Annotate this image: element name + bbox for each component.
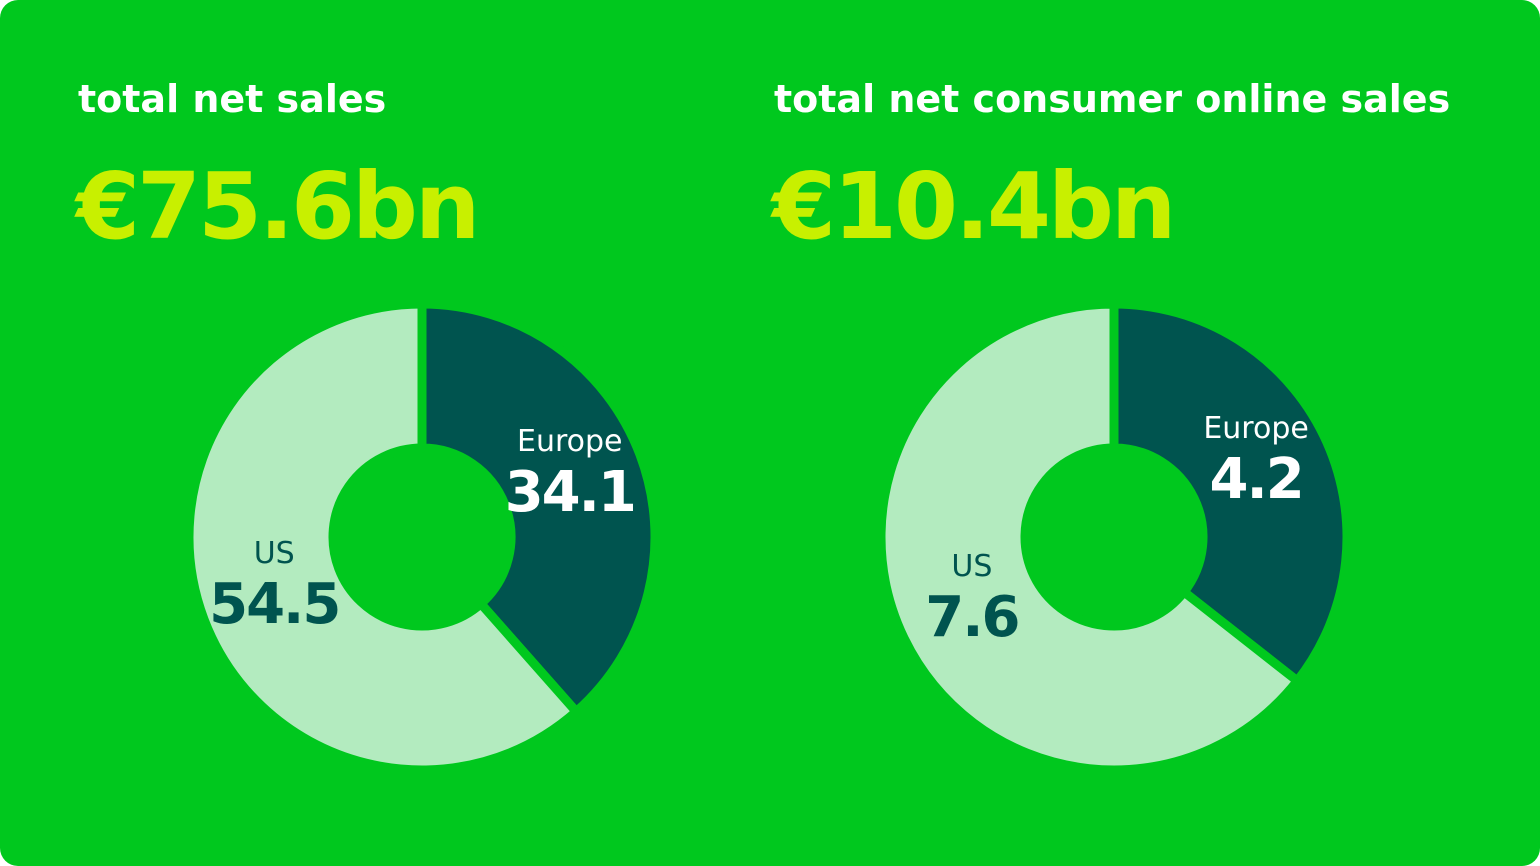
segment-value: 54.5: [209, 572, 339, 637]
segment-value: 4.2: [1209, 447, 1302, 512]
donut-segment: [876, 299, 1302, 775]
donut-segment: [417, 299, 660, 717]
segment-label: US: [951, 549, 992, 584]
segment-label: Europe: [517, 424, 623, 459]
segment-value: 7.6: [925, 585, 1018, 650]
chart-title: total net sales: [78, 77, 386, 121]
donut-segment: [1109, 299, 1352, 686]
segment-label: Europe: [1203, 411, 1309, 446]
donut-segment: [184, 299, 581, 775]
chart-title: total net consumer online sales: [774, 77, 1450, 121]
segment-value: 34.1: [505, 460, 635, 525]
headline-value: €75.6bn: [74, 153, 477, 260]
headline-value: €10.4bn: [770, 153, 1173, 260]
segment-label: US: [254, 536, 295, 571]
